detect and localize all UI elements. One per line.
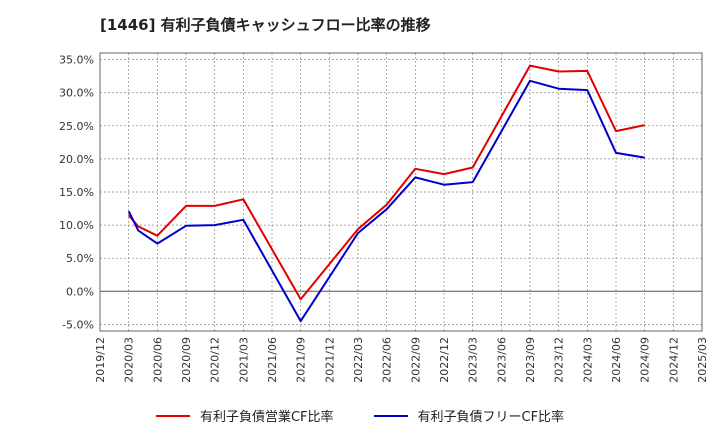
series-line-2: [127, 79, 645, 323]
x-tick-label: 2020/12: [209, 337, 222, 383]
legend-swatch-red: [155, 414, 190, 417]
x-tick-label: 2023/09: [524, 337, 537, 383]
x-tick-label: 2023/12: [553, 337, 566, 383]
x-tick-label: 2019/12: [94, 337, 107, 383]
x-tick-label: 2021/12: [323, 337, 336, 383]
y-tick-label: 0.0%: [66, 285, 94, 298]
x-tick-label: 2022/12: [438, 337, 451, 383]
y-tick-label: 20.0%: [59, 153, 94, 166]
y-tick-label: 5.0%: [66, 252, 94, 265]
y-tick-label: 30.0%: [59, 87, 94, 100]
chart-legend: 有利子負債営業CF比率 有利子負債フリーCF比率: [0, 406, 720, 425]
y-tick-label: 35.0%: [59, 54, 94, 67]
y-tick-label: 15.0%: [59, 186, 94, 199]
plot-frame: [99, 52, 703, 332]
x-tick-label: 2022/03: [352, 337, 365, 383]
x-tick-label: 2023/03: [467, 337, 480, 383]
x-tick-label: 2024/06: [610, 337, 623, 383]
x-tick-label: 2023/06: [495, 337, 508, 383]
series-line-1: [127, 64, 645, 301]
y-tick-label: 10.0%: [59, 219, 94, 232]
legend-label-free-cf: 有利子負債フリーCF比率: [417, 410, 565, 425]
y-tick-label: -5.0%: [62, 318, 94, 331]
x-tick-label: 2020/09: [180, 337, 193, 383]
legend-item-operating-cf: 有利子負債営業CF比率: [155, 406, 334, 425]
y-tick-label: 25.0%: [59, 120, 94, 133]
x-tick-label: 2024/09: [639, 337, 652, 383]
legend-swatch-blue: [373, 414, 408, 417]
x-tick-label: 2025/03: [696, 337, 709, 383]
x-tick-label: 2020/06: [151, 337, 164, 383]
x-tick-label: 2021/09: [295, 337, 308, 383]
x-tick-label: 2024/03: [581, 337, 594, 383]
x-tick-label: 2022/06: [381, 337, 394, 383]
x-tick-label: 2024/12: [667, 337, 680, 383]
legend-item-free-cf: 有利子負債フリーCF比率: [373, 406, 565, 425]
x-tick-label: 2021/06: [266, 337, 279, 383]
x-tick-label: 2022/09: [409, 337, 422, 383]
x-tick-label: 2021/03: [237, 337, 250, 383]
x-tick-label: 2020/03: [123, 337, 136, 383]
chart-title: [1446] 有利子負債キャッシュフロー比率の推移: [100, 16, 431, 34]
legend-label-operating-cf: 有利子負債営業CF比率: [199, 410, 334, 425]
